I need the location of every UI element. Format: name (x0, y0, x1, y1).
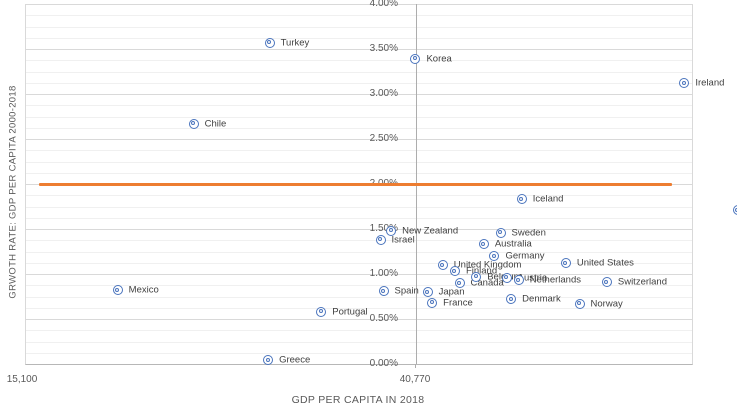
y-axis-tick-label: 1.50% (369, 223, 398, 234)
y-axis-tick-label: 2.50% (369, 133, 398, 144)
data-point-label-switzerland: Switzerland (617, 276, 667, 288)
data-point-marker-france[interactable] (427, 297, 438, 308)
data-point-marker-mexico[interactable] (112, 285, 123, 296)
y-axis-tick-label: 3.00% (369, 88, 398, 99)
y-axis-tick-label: 3.50% (369, 43, 398, 54)
data-point-label-ireland: Ireland (695, 77, 725, 89)
data-point-marker-germany[interactable] (489, 251, 500, 261)
gridline (26, 274, 692, 275)
gridline (26, 49, 692, 50)
gridline (26, 229, 692, 230)
data-point-label-mexico: Mexico (128, 284, 159, 296)
data-point-marker-australia[interactable] (478, 239, 489, 250)
data-point-label-netherlands: Netherlands (529, 274, 581, 286)
gridline (26, 161, 692, 163)
gridline (26, 352, 692, 354)
x-axis-tick-mark (415, 364, 416, 368)
y-axis-tick-label: 0.00% (369, 358, 398, 369)
data-point-label-spain: Spain (394, 285, 419, 297)
gridline (26, 330, 692, 332)
data-point-marker-switzerland[interactable] (601, 277, 612, 288)
gridline (26, 94, 692, 95)
data-point-marker-japan[interactable] (422, 287, 433, 297)
gridline (26, 15, 692, 17)
data-point-marker-chile[interactable] (188, 118, 199, 129)
data-point-label-portugal: Portugal (332, 306, 368, 318)
data-point-label-chile: Chile (204, 118, 227, 130)
data-point-label-australia: Australia (494, 238, 532, 250)
data-point-marker-canada[interactable] (454, 278, 465, 288)
gridline (26, 105, 692, 107)
data-point-marker-united-states[interactable] (560, 258, 571, 269)
data-point-label-norway: Norway (590, 298, 623, 310)
data-point-marker-spain[interactable] (378, 286, 389, 297)
data-point-label-finland: Finland (465, 265, 498, 277)
gridline (26, 4, 692, 5)
data-point-label-greece: Greece (279, 354, 311, 366)
gridline (26, 262, 692, 264)
x-axis-tick-label: 40,770 (399, 374, 431, 385)
average-growth-reference-line (38, 183, 673, 186)
data-point-marker-new-zealand[interactable] (386, 225, 397, 236)
gridline (26, 206, 692, 208)
gridline (26, 60, 692, 62)
data-point-marker-sweden[interactable] (495, 227, 506, 238)
gridline (26, 26, 692, 28)
data-point-label-japan: Japan (438, 286, 465, 298)
data-point-label-denmark: Denmark (522, 293, 561, 305)
gridline (26, 139, 692, 140)
y-axis-tick-label: 4.00% (369, 0, 398, 9)
gridline (26, 116, 692, 118)
data-point-label-canada: Canada (470, 277, 504, 289)
gridline (26, 341, 692, 343)
data-point-marker-austria[interactable] (501, 272, 512, 283)
data-point-label-france: France (443, 297, 473, 309)
data-point-label-israel: Israel (391, 234, 415, 246)
gridline (26, 82, 692, 84)
gridline (26, 217, 692, 219)
gridline (26, 71, 692, 73)
gridline (26, 127, 692, 129)
data-point-marker-portugal[interactable] (316, 306, 327, 317)
data-point-marker-israel[interactable] (375, 234, 386, 245)
gridline (26, 285, 692, 287)
data-point-label-sweden: Sweden (511, 227, 546, 239)
data-point-marker-belgium[interactable] (471, 271, 482, 282)
plot-area (25, 4, 693, 365)
data-point-marker-norway[interactable] (574, 298, 585, 309)
data-point-label-turkey: Turkey (280, 37, 310, 49)
data-point-marker-greece[interactable] (263, 355, 274, 366)
gridline (26, 172, 692, 174)
gridline (26, 240, 692, 242)
gridline (26, 150, 692, 152)
data-point-marker-finland[interactable] (449, 266, 460, 277)
gridline (26, 195, 692, 197)
gridline (26, 307, 692, 309)
data-point-label-iceland: Iceland (532, 193, 564, 205)
data-point-label-new-zealand: New Zealand (402, 225, 459, 237)
data-point-marker-netherlands[interactable] (513, 275, 524, 286)
y-axis-tick-label: 0.50% (369, 313, 398, 324)
x-axis-title: GDP PER CAPITA IN 2018 (291, 394, 425, 406)
gridline (26, 37, 692, 39)
gridline (26, 251, 692, 253)
x-axis-tick-label: 15,100 (6, 374, 38, 385)
data-point-label-germany: Germany (505, 250, 545, 262)
y-axis-tick-label: 1.00% (369, 268, 398, 279)
data-point-label-united-states: United States (576, 257, 634, 269)
data-point-marker-ireland[interactable] (679, 78, 690, 89)
data-point-marker-iceland[interactable] (516, 194, 527, 205)
gridline (26, 319, 692, 320)
data-point-marker-united-kingdom[interactable] (437, 260, 448, 270)
data-point-marker-unlabeled[interactable] (732, 205, 737, 216)
y-axis-title: GRWOTH RATE: GDP PER CAPITA 2000-2018 (7, 85, 19, 299)
data-point-marker-turkey[interactable] (264, 37, 275, 48)
data-point-label-korea: Korea (426, 53, 452, 65)
data-point-marker-korea[interactable] (410, 53, 421, 64)
data-point-label-united-kingdom: United Kingdom (453, 259, 522, 271)
data-point-marker-denmark[interactable] (506, 294, 517, 305)
gridline (26, 296, 692, 298)
data-point-label-austria: Austria (517, 272, 548, 284)
